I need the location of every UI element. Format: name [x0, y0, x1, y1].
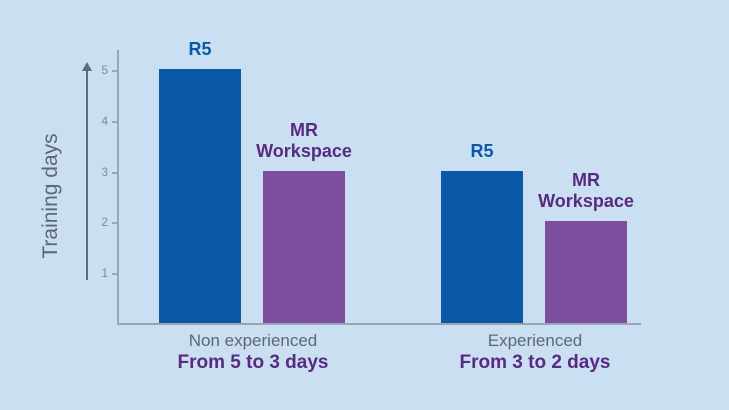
bar-mr-workspace-non-experienced	[263, 171, 345, 323]
bar-slot-r5-non-experienced: R5	[140, 39, 260, 323]
category-annotation: From 3 to 2 days	[459, 352, 611, 373]
group-label-experienced: Experienced From 3 to 2 days	[410, 331, 660, 374]
bar-mr-workspace-experienced	[545, 221, 627, 323]
bar-r5-non-experienced	[159, 69, 241, 323]
bar-label-r5: R5	[470, 141, 494, 161]
y-axis-arrow-icon	[82, 62, 92, 71]
y-axis-arrow-shaft	[86, 71, 88, 280]
bar-slot-mr-workspace-experienced: MR Workspace	[526, 170, 646, 323]
y-axis-title: Training days	[39, 133, 62, 259]
bar-label-mr-workspace: MR Workspace	[256, 120, 352, 161]
group-label-non-experienced: Non experienced From 5 to 3 days	[128, 331, 378, 374]
x-axis-line	[117, 323, 641, 325]
category-label: Experienced	[487, 331, 583, 350]
y-axis-line	[117, 50, 119, 325]
bar-slot-r5-experienced: R5	[422, 141, 542, 323]
category-label: Non experienced	[188, 331, 318, 350]
category-annotation: From 5 to 3 days	[177, 352, 329, 373]
bar-label-r5: R5	[188, 39, 212, 59]
bar-label-mr-workspace: MR Workspace	[538, 170, 634, 211]
bar-r5-experienced	[441, 171, 523, 323]
bar-slot-mr-workspace-non-experienced: MR Workspace	[244, 120, 364, 323]
